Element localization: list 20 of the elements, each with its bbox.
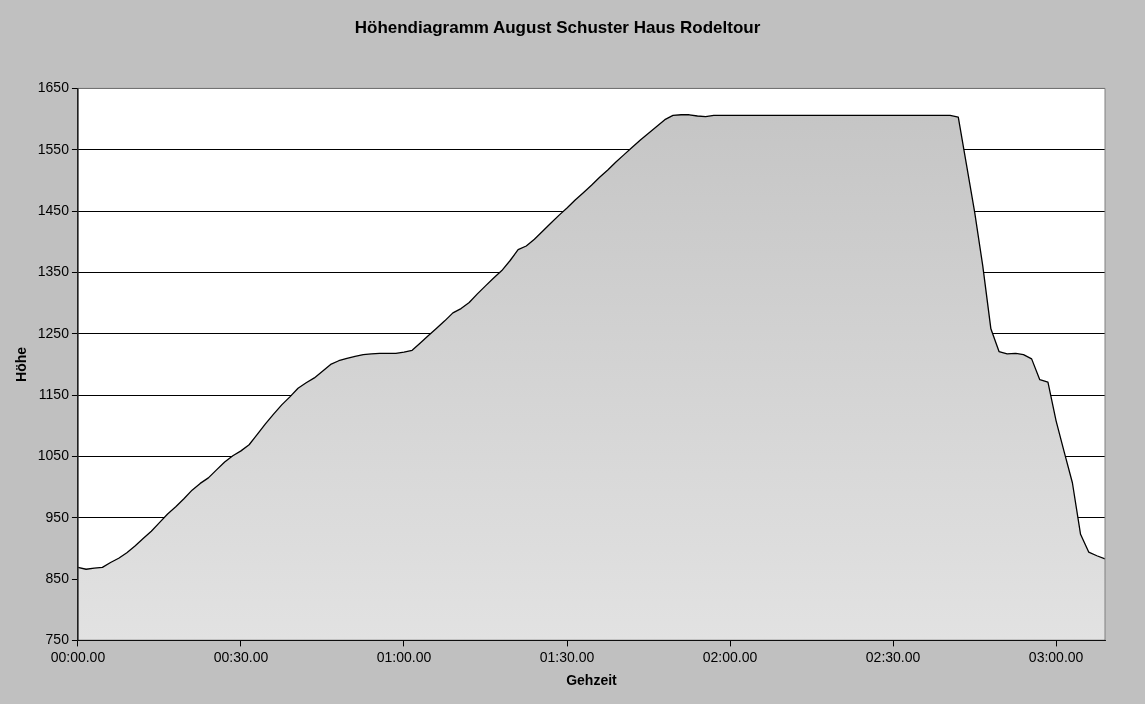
y-tick-label: 950 [45,508,70,525]
y-tick-label: 1550 [37,140,70,157]
y-axis-title: Höhe [13,346,30,382]
x-tick-label: 00:00.00 [50,648,106,665]
x-tick-label: 03:00.00 [1028,648,1084,665]
x-axis-title: Gehzeit [566,672,618,689]
x-tick-label: 00:30.00 [213,648,269,665]
chart-title: Höhendiagramm August Schuster Haus Rodeltour [354,17,761,37]
y-tick-label: 1150 [38,385,70,402]
x-tick-label: 02:00.00 [702,648,758,665]
x-tick-label: 01:30.00 [539,648,595,665]
y-tick-label: 1350 [37,263,70,280]
y-tick-label: 1650 [37,79,70,96]
y-tick-label: 750 [45,631,70,648]
x-tick-label: 01:00.00 [376,648,432,665]
y-tick-label: 1050 [37,447,70,464]
y-tick-label: 1250 [37,324,70,341]
x-tick-label: 02:30.00 [865,648,921,665]
y-tick-label: 1450 [37,201,70,218]
y-tick-label: 850 [45,569,70,586]
